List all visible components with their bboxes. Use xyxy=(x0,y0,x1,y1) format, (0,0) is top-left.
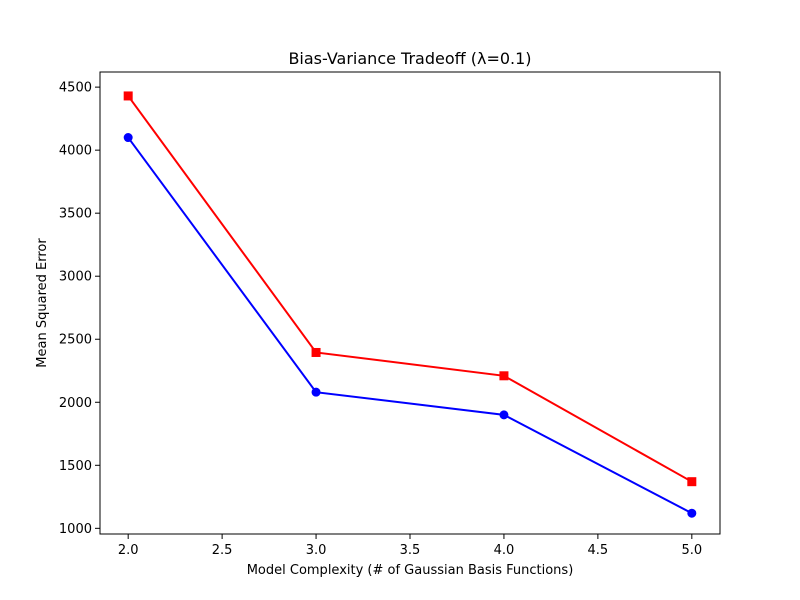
series-point-0-3 xyxy=(687,477,697,487)
series-point-1-0 xyxy=(123,133,133,143)
x-tick-label-4: 4.0 xyxy=(494,543,515,558)
series-point-0-0 xyxy=(123,91,133,101)
y-tick-label-1: 1500 xyxy=(59,459,92,474)
series-point-0-1 xyxy=(311,347,321,357)
x-tick-label-1: 2.5 xyxy=(212,543,233,558)
plot-area: 2.0 2.5 3.0 3.5 4.0 4.5 5.0 1000 1500 2000 2500 300… xyxy=(59,71,721,558)
x-tick-label-0: 2.0 xyxy=(118,543,139,558)
y-axis-label: Mean Squared Error xyxy=(35,238,50,368)
series-line-1 xyxy=(127,136,693,515)
y-tick-label-7: 4500 xyxy=(59,81,92,96)
chart-title: Bias-Variance Tradeoff (λ=0.1) xyxy=(288,49,531,68)
x-tick-label-5: 4.5 xyxy=(588,543,609,558)
y-tick-label-2: 2000 xyxy=(59,396,92,411)
y-tick-label-6: 4000 xyxy=(59,144,92,159)
x-axis-label: Model Complexity (# of Gaussian Basis Fu… xyxy=(247,563,574,578)
y-tick-label-5: 3500 xyxy=(59,207,92,222)
series-point-1-2 xyxy=(499,410,509,420)
y-tick-label-3: 2500 xyxy=(59,333,92,348)
x-tick-label-2: 3.0 xyxy=(306,543,327,558)
x-tick-label-6: 5.0 xyxy=(681,543,702,558)
y-tick-label-0: 1000 xyxy=(59,522,92,537)
series-point-1-1 xyxy=(311,387,321,397)
y-tick-label-4: 3000 xyxy=(59,270,92,285)
series-line-0 xyxy=(127,95,693,483)
series-point-0-2 xyxy=(499,371,509,381)
x-tick-label-3: 3.5 xyxy=(400,543,421,558)
series-point-1-3 xyxy=(687,508,697,518)
